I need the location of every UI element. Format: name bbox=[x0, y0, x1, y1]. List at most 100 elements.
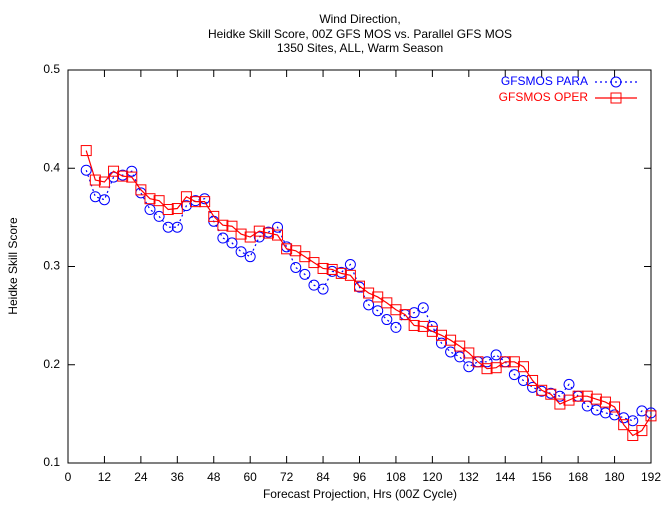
marker bbox=[190, 196, 202, 208]
marker bbox=[490, 362, 502, 374]
marker bbox=[554, 398, 566, 410]
marker bbox=[517, 361, 529, 373]
marker bbox=[89, 191, 101, 203]
marker bbox=[581, 390, 593, 402]
marker bbox=[199, 196, 211, 208]
marker bbox=[317, 283, 329, 295]
marker bbox=[190, 195, 202, 207]
marker bbox=[381, 297, 393, 309]
marker bbox=[235, 246, 247, 258]
x-tick-label: 168 bbox=[568, 470, 588, 484]
marker bbox=[517, 374, 529, 386]
marker bbox=[381, 314, 393, 326]
marker bbox=[80, 145, 92, 157]
marker bbox=[590, 393, 602, 405]
chart-title: 1350 Sites, ALL, Warm Season bbox=[277, 41, 443, 55]
marker bbox=[363, 287, 375, 299]
marker bbox=[463, 361, 475, 373]
marker bbox=[244, 231, 256, 243]
marker bbox=[636, 425, 648, 437]
x-tick-label: 72 bbox=[280, 470, 294, 484]
x-tick-label: 156 bbox=[532, 470, 552, 484]
marker bbox=[308, 257, 320, 269]
chart-title: Heidke Skill Score, 00Z GFS MOS vs. Para… bbox=[208, 27, 512, 41]
marker bbox=[454, 340, 466, 352]
marker bbox=[445, 334, 457, 346]
marker bbox=[308, 279, 320, 291]
x-tick-label: 120 bbox=[422, 470, 442, 484]
marker bbox=[508, 369, 520, 381]
marker bbox=[344, 269, 356, 281]
marker bbox=[144, 204, 156, 216]
x-tick-label: 36 bbox=[171, 470, 185, 484]
marker bbox=[545, 388, 557, 400]
marker bbox=[326, 263, 338, 275]
marker bbox=[217, 219, 229, 231]
marker bbox=[499, 356, 511, 368]
marker bbox=[554, 390, 566, 402]
marker bbox=[235, 228, 247, 240]
marker bbox=[490, 349, 502, 361]
marker bbox=[527, 381, 539, 393]
marker bbox=[226, 220, 238, 232]
marker bbox=[445, 346, 457, 358]
marker bbox=[299, 268, 311, 280]
y-tick-label: 0.5 bbox=[43, 62, 60, 76]
marker bbox=[390, 321, 402, 333]
marker bbox=[344, 259, 356, 271]
marker bbox=[281, 243, 293, 255]
x-tick-label: 144 bbox=[495, 470, 515, 484]
marker bbox=[153, 195, 165, 207]
x-tick-label: 48 bbox=[207, 470, 221, 484]
y-axis-label: Heidke Skill Score bbox=[6, 217, 20, 315]
chart-title: Wind Direction, bbox=[319, 12, 400, 26]
x-axis-label: Forecast Projection, Hrs (00Z Cycle) bbox=[263, 487, 457, 501]
legend-label: GFSMOS PARA bbox=[501, 74, 588, 88]
marker bbox=[335, 267, 347, 279]
marker bbox=[162, 221, 174, 233]
x-tick-label: 12 bbox=[98, 470, 112, 484]
marker bbox=[372, 291, 384, 303]
marker bbox=[171, 203, 183, 215]
marker bbox=[262, 227, 274, 239]
y-tick-label: 0.2 bbox=[43, 357, 60, 371]
marker bbox=[618, 419, 630, 431]
legend-marker bbox=[610, 76, 622, 88]
y-tick-label: 0.4 bbox=[43, 160, 60, 174]
marker bbox=[454, 351, 466, 363]
marker bbox=[272, 229, 284, 241]
marker bbox=[317, 262, 329, 274]
x-tick-label: 132 bbox=[459, 470, 479, 484]
legend-marker bbox=[610, 92, 622, 104]
marker bbox=[89, 174, 101, 186]
marker bbox=[272, 221, 284, 233]
marker bbox=[563, 394, 575, 406]
marker bbox=[180, 200, 192, 212]
y-tick-label: 0.1 bbox=[43, 455, 60, 469]
x-tick-label: 24 bbox=[134, 470, 148, 484]
marker bbox=[363, 299, 375, 311]
marker bbox=[481, 356, 493, 368]
marker bbox=[171, 221, 183, 233]
marker bbox=[135, 184, 147, 196]
marker bbox=[481, 363, 493, 375]
marker bbox=[399, 309, 411, 321]
y-tick-label: 0.3 bbox=[43, 259, 60, 273]
marker bbox=[645, 410, 657, 422]
marker bbox=[527, 374, 539, 386]
marker bbox=[153, 210, 165, 222]
marker bbox=[80, 164, 92, 176]
legend-label: GFSMOS OPER bbox=[499, 90, 589, 104]
marker bbox=[408, 319, 420, 331]
marker bbox=[563, 378, 575, 390]
x-tick-label: 84 bbox=[316, 470, 330, 484]
marker bbox=[117, 170, 129, 182]
marker bbox=[162, 204, 174, 216]
marker bbox=[463, 347, 475, 359]
marker bbox=[599, 407, 611, 419]
marker bbox=[472, 356, 484, 368]
marker bbox=[408, 307, 420, 319]
marker bbox=[536, 384, 548, 396]
x-tick-label: 96 bbox=[353, 470, 367, 484]
marker bbox=[354, 280, 365, 292]
